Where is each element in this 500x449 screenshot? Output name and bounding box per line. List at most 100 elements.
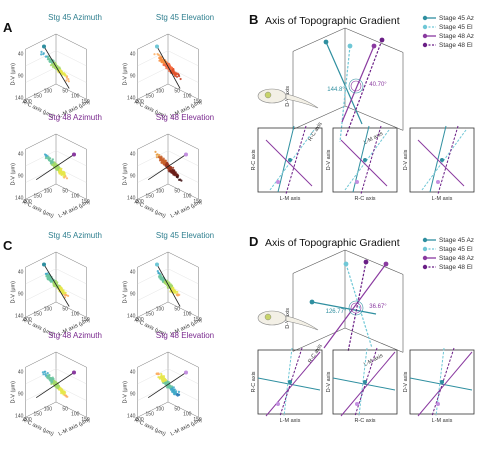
projection-box xyxy=(409,349,475,415)
tick-label: 40 xyxy=(18,151,24,157)
tick-label: 100 xyxy=(156,189,165,195)
scatter-point xyxy=(49,59,52,62)
scatter-point xyxy=(172,386,175,389)
tick-label: 200 xyxy=(23,199,32,205)
angle-arc xyxy=(350,80,362,92)
scatter-point xyxy=(64,175,67,178)
tadpole-tail xyxy=(285,93,319,109)
projection-end-dot xyxy=(436,402,440,406)
scatter-point xyxy=(154,150,157,153)
title-a-stg45-el: Stg 45 Elevation xyxy=(156,13,214,22)
scatter-point xyxy=(161,159,164,162)
scatter-point xyxy=(176,290,179,294)
grid-line xyxy=(137,285,169,301)
scatter-point xyxy=(158,276,161,279)
scatter-point xyxy=(61,390,65,393)
panel-label-d: D xyxy=(249,234,258,249)
projection-side-label: D-V axis xyxy=(403,371,409,392)
grid-line xyxy=(25,150,57,167)
tick-label: 40 xyxy=(130,51,136,57)
scatter-point xyxy=(53,285,56,288)
title-a-stg45-az: Stg 45 Azimuth xyxy=(48,13,102,22)
scatter-point xyxy=(54,62,57,65)
scatter-point xyxy=(158,156,161,159)
projection-vector xyxy=(429,125,447,193)
scatter-point xyxy=(62,175,65,178)
tick-label: 40 xyxy=(18,269,24,275)
tick-label: 150 xyxy=(146,312,155,318)
projection-vector xyxy=(417,139,465,187)
axis-line xyxy=(55,401,87,418)
projection-vector xyxy=(277,125,295,193)
scatter-point xyxy=(45,376,49,379)
axis-line xyxy=(25,183,57,200)
scatter-point xyxy=(64,73,67,76)
scatter-point xyxy=(51,158,54,162)
axis-line xyxy=(25,301,57,318)
legend-label: Stage 45 El xyxy=(439,24,473,31)
tick-label: 40 xyxy=(130,369,136,375)
scatter-point xyxy=(172,166,175,169)
grid-line xyxy=(137,268,169,285)
gradient-vector-line xyxy=(341,45,375,123)
scatter-point xyxy=(41,371,45,374)
scatter-point xyxy=(155,153,158,156)
scatter-point xyxy=(164,160,167,163)
scatter-point xyxy=(161,379,164,382)
axis-label-dv: D-V (μm) xyxy=(122,381,128,404)
tick-label: 150 xyxy=(34,194,43,200)
projection-axis-label: L-M axis xyxy=(280,196,301,202)
gradient-vector-dot xyxy=(323,39,329,45)
scatter-point xyxy=(50,380,53,383)
axis-line xyxy=(167,33,199,50)
tick-label: 200 xyxy=(135,317,144,323)
tick-label: 140 xyxy=(127,195,136,201)
scatter-point xyxy=(172,171,175,174)
gradient-vector-line xyxy=(345,263,373,349)
scatter-point xyxy=(67,80,70,83)
projection-end-dot xyxy=(436,180,440,184)
tick-label: 100 xyxy=(44,89,53,95)
projection-box xyxy=(332,127,398,193)
projection-center-dot xyxy=(440,380,444,384)
tick-label: 150 xyxy=(81,99,90,105)
scatter-point xyxy=(165,164,168,167)
scatter-point xyxy=(60,390,63,393)
box-edge xyxy=(344,27,404,53)
scatter-point xyxy=(46,372,49,375)
scatter-point xyxy=(169,165,172,169)
legend-dot xyxy=(422,33,428,39)
axis-line xyxy=(25,33,57,50)
tick-label: 100 xyxy=(183,94,192,100)
tick-label: 100 xyxy=(44,407,53,413)
panel-label-a: A xyxy=(3,20,13,35)
scatter-point xyxy=(63,293,66,296)
tick-label: 150 xyxy=(146,94,155,100)
scatter-point xyxy=(172,70,175,73)
scatter-point xyxy=(153,53,156,56)
projection-center-dot xyxy=(440,158,444,162)
tick-label: 200 xyxy=(23,99,32,105)
projection-box xyxy=(257,349,323,415)
projection-side-label: D-V axis xyxy=(403,149,409,170)
gradient-vector-line xyxy=(323,263,387,349)
gradient-vector-dot xyxy=(363,259,369,265)
scatter-point xyxy=(48,159,51,162)
legend-dot xyxy=(422,42,428,48)
grid-line xyxy=(25,67,57,83)
tick-label: 90 xyxy=(130,391,136,397)
projection-vector xyxy=(265,351,321,417)
axis-label-dv: D-V (μm) xyxy=(10,281,16,304)
scatter-point xyxy=(58,170,61,173)
vector-origin-dot xyxy=(155,44,159,49)
gradient-vector-dot xyxy=(309,299,315,305)
tick-label: 140 xyxy=(15,195,24,201)
tick-label: 140 xyxy=(15,95,24,101)
projection-end-dot xyxy=(355,402,359,406)
scatter-point xyxy=(53,162,56,165)
projection-side-label: R-C axis xyxy=(251,371,257,392)
scatter-point xyxy=(156,270,159,273)
axis-line xyxy=(137,351,169,368)
